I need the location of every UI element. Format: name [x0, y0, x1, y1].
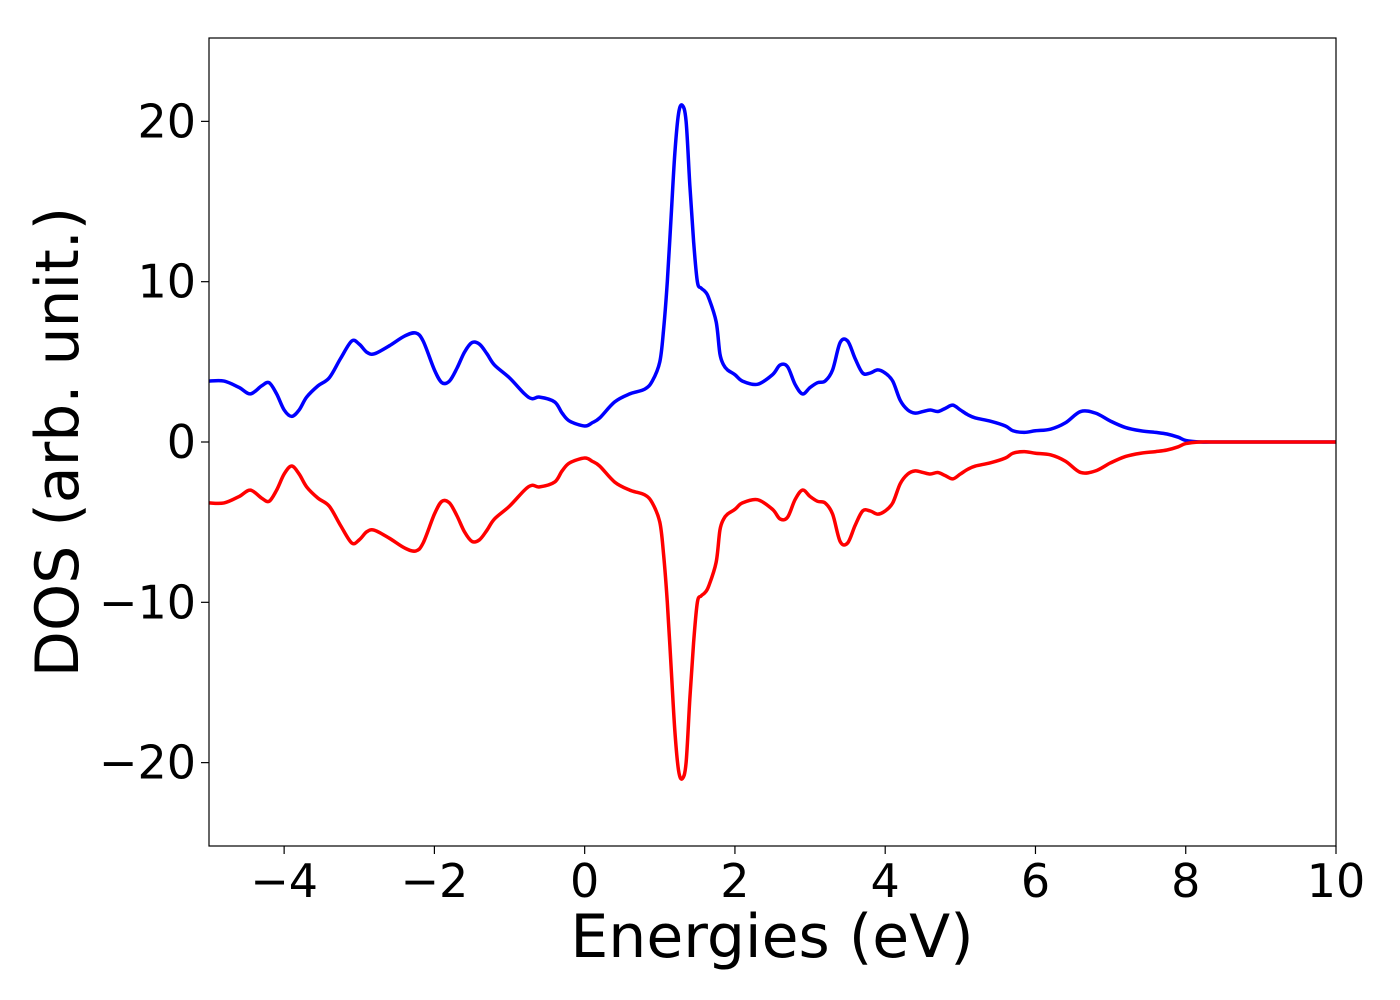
x-tick-label: 10 — [1307, 854, 1366, 908]
x-axis-ticks: −4 −2 0 2 4 6 8 10 — [250, 846, 1365, 908]
series-layer — [209, 103, 1336, 781]
x-tick-label: 4 — [871, 854, 900, 908]
x-tick-label: 6 — [1021, 854, 1050, 908]
x-tick-label: −2 — [400, 854, 468, 908]
x-tick-label: 2 — [720, 854, 749, 908]
y-axis-ticks: −20 −10 0 10 20 — [99, 94, 209, 790]
series-line-1 — [209, 440, 1336, 781]
y-tick-label: −20 — [99, 736, 196, 790]
x-tick-label: −4 — [250, 854, 318, 908]
y-tick-label: −10 — [99, 575, 196, 629]
y-tick-label: 10 — [137, 255, 196, 309]
plot-frame — [208, 37, 1337, 847]
y-axis-label: DOS (arb. unit.) — [23, 207, 93, 677]
x-tick-label: 8 — [1171, 854, 1200, 908]
x-axis-label: Energies (eV) — [570, 902, 973, 972]
series-line-0 — [209, 103, 1336, 444]
y-tick-label: 20 — [137, 94, 196, 148]
y-tick-label: 0 — [167, 415, 196, 469]
x-tick-label: 0 — [570, 854, 599, 908]
